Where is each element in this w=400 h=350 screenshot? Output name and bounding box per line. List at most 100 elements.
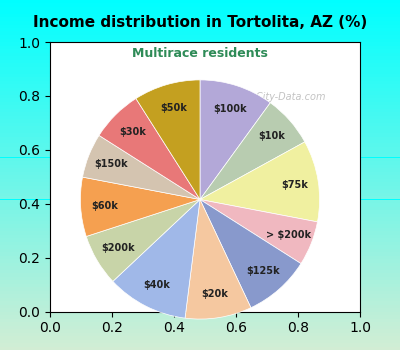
Bar bbox=[0, 154, 400, 158]
Bar bbox=[0, 140, 400, 143]
Bar bbox=[0, 228, 400, 231]
Bar bbox=[0, 88, 400, 91]
Text: $50k: $50k bbox=[160, 103, 187, 137]
Bar bbox=[0, 112, 400, 116]
Bar bbox=[0, 220, 400, 224]
Bar bbox=[0, 147, 400, 150]
Bar bbox=[0, 182, 400, 186]
Bar bbox=[0, 10, 400, 14]
Bar bbox=[0, 248, 400, 252]
Text: $200k: $200k bbox=[101, 232, 144, 253]
Bar bbox=[0, 238, 400, 242]
Text: $125k: $125k bbox=[243, 248, 280, 276]
Bar bbox=[0, 210, 400, 214]
Bar bbox=[0, 280, 400, 284]
Text: Multirace residents: Multirace residents bbox=[132, 47, 268, 60]
Bar bbox=[0, 21, 400, 25]
Bar bbox=[0, 144, 400, 147]
Bar bbox=[0, 273, 400, 276]
Bar bbox=[0, 312, 400, 315]
Bar bbox=[0, 332, 400, 336]
Bar bbox=[0, 28, 400, 32]
Bar bbox=[0, 241, 400, 245]
Bar bbox=[0, 284, 400, 287]
Bar bbox=[0, 199, 400, 203]
Bar bbox=[0, 49, 400, 52]
Bar bbox=[0, 60, 400, 63]
Bar bbox=[0, 102, 400, 105]
Bar bbox=[0, 158, 400, 161]
Text: > $200k: > $200k bbox=[260, 223, 312, 240]
Bar bbox=[0, 172, 400, 175]
Bar bbox=[0, 340, 400, 343]
Text: $10k: $10k bbox=[249, 131, 285, 156]
Bar bbox=[0, 77, 400, 80]
Bar bbox=[0, 270, 400, 273]
Bar bbox=[0, 74, 400, 77]
Text: $75k: $75k bbox=[264, 180, 308, 190]
Bar bbox=[0, 70, 400, 74]
Bar bbox=[0, 196, 400, 200]
Text: $100k: $100k bbox=[213, 104, 246, 138]
Bar bbox=[0, 164, 400, 168]
Bar bbox=[0, 119, 400, 122]
Bar bbox=[0, 56, 400, 60]
Wedge shape bbox=[200, 142, 320, 222]
Bar bbox=[0, 245, 400, 248]
Bar bbox=[0, 150, 400, 154]
Text: $150k: $150k bbox=[94, 159, 140, 176]
Wedge shape bbox=[200, 80, 270, 200]
Wedge shape bbox=[200, 199, 301, 308]
Bar bbox=[0, 329, 400, 332]
Wedge shape bbox=[86, 199, 200, 281]
Bar bbox=[0, 63, 400, 66]
Bar bbox=[0, 126, 400, 130]
Bar bbox=[0, 304, 400, 308]
Bar bbox=[0, 168, 400, 172]
Bar bbox=[0, 234, 400, 238]
Bar bbox=[0, 38, 400, 42]
Bar bbox=[0, 206, 400, 210]
Bar bbox=[0, 318, 400, 322]
Wedge shape bbox=[200, 103, 305, 200]
Bar bbox=[0, 108, 400, 112]
Wedge shape bbox=[136, 80, 200, 200]
Text: $30k: $30k bbox=[119, 127, 154, 154]
Wedge shape bbox=[113, 199, 200, 318]
Bar bbox=[0, 122, 400, 126]
Text: @ City-Data.com: @ City-Data.com bbox=[243, 92, 326, 102]
Bar bbox=[0, 14, 400, 18]
Bar bbox=[0, 189, 400, 192]
Bar bbox=[0, 231, 400, 234]
Bar bbox=[0, 161, 400, 164]
Bar bbox=[0, 290, 400, 294]
Text: $60k: $60k bbox=[91, 201, 135, 210]
Bar bbox=[0, 217, 400, 220]
Bar bbox=[0, 308, 400, 312]
Bar bbox=[0, 130, 400, 133]
Bar bbox=[0, 186, 400, 189]
Bar bbox=[0, 322, 400, 326]
Bar bbox=[0, 46, 400, 49]
Bar bbox=[0, 262, 400, 266]
Bar bbox=[0, 0, 400, 4]
Bar bbox=[0, 25, 400, 28]
Bar bbox=[0, 18, 400, 21]
Bar bbox=[0, 193, 400, 196]
Bar bbox=[0, 94, 400, 98]
Bar bbox=[0, 52, 400, 56]
Bar bbox=[0, 256, 400, 259]
Bar bbox=[0, 66, 400, 70]
Bar bbox=[0, 298, 400, 301]
Bar bbox=[0, 98, 400, 102]
Bar bbox=[0, 32, 400, 35]
Bar bbox=[0, 84, 400, 88]
Bar bbox=[0, 346, 400, 350]
Bar bbox=[0, 105, 400, 108]
Bar bbox=[0, 116, 400, 119]
Bar bbox=[0, 343, 400, 346]
Bar bbox=[0, 42, 400, 46]
Bar bbox=[0, 266, 400, 270]
Bar bbox=[0, 80, 400, 84]
Bar bbox=[0, 133, 400, 136]
